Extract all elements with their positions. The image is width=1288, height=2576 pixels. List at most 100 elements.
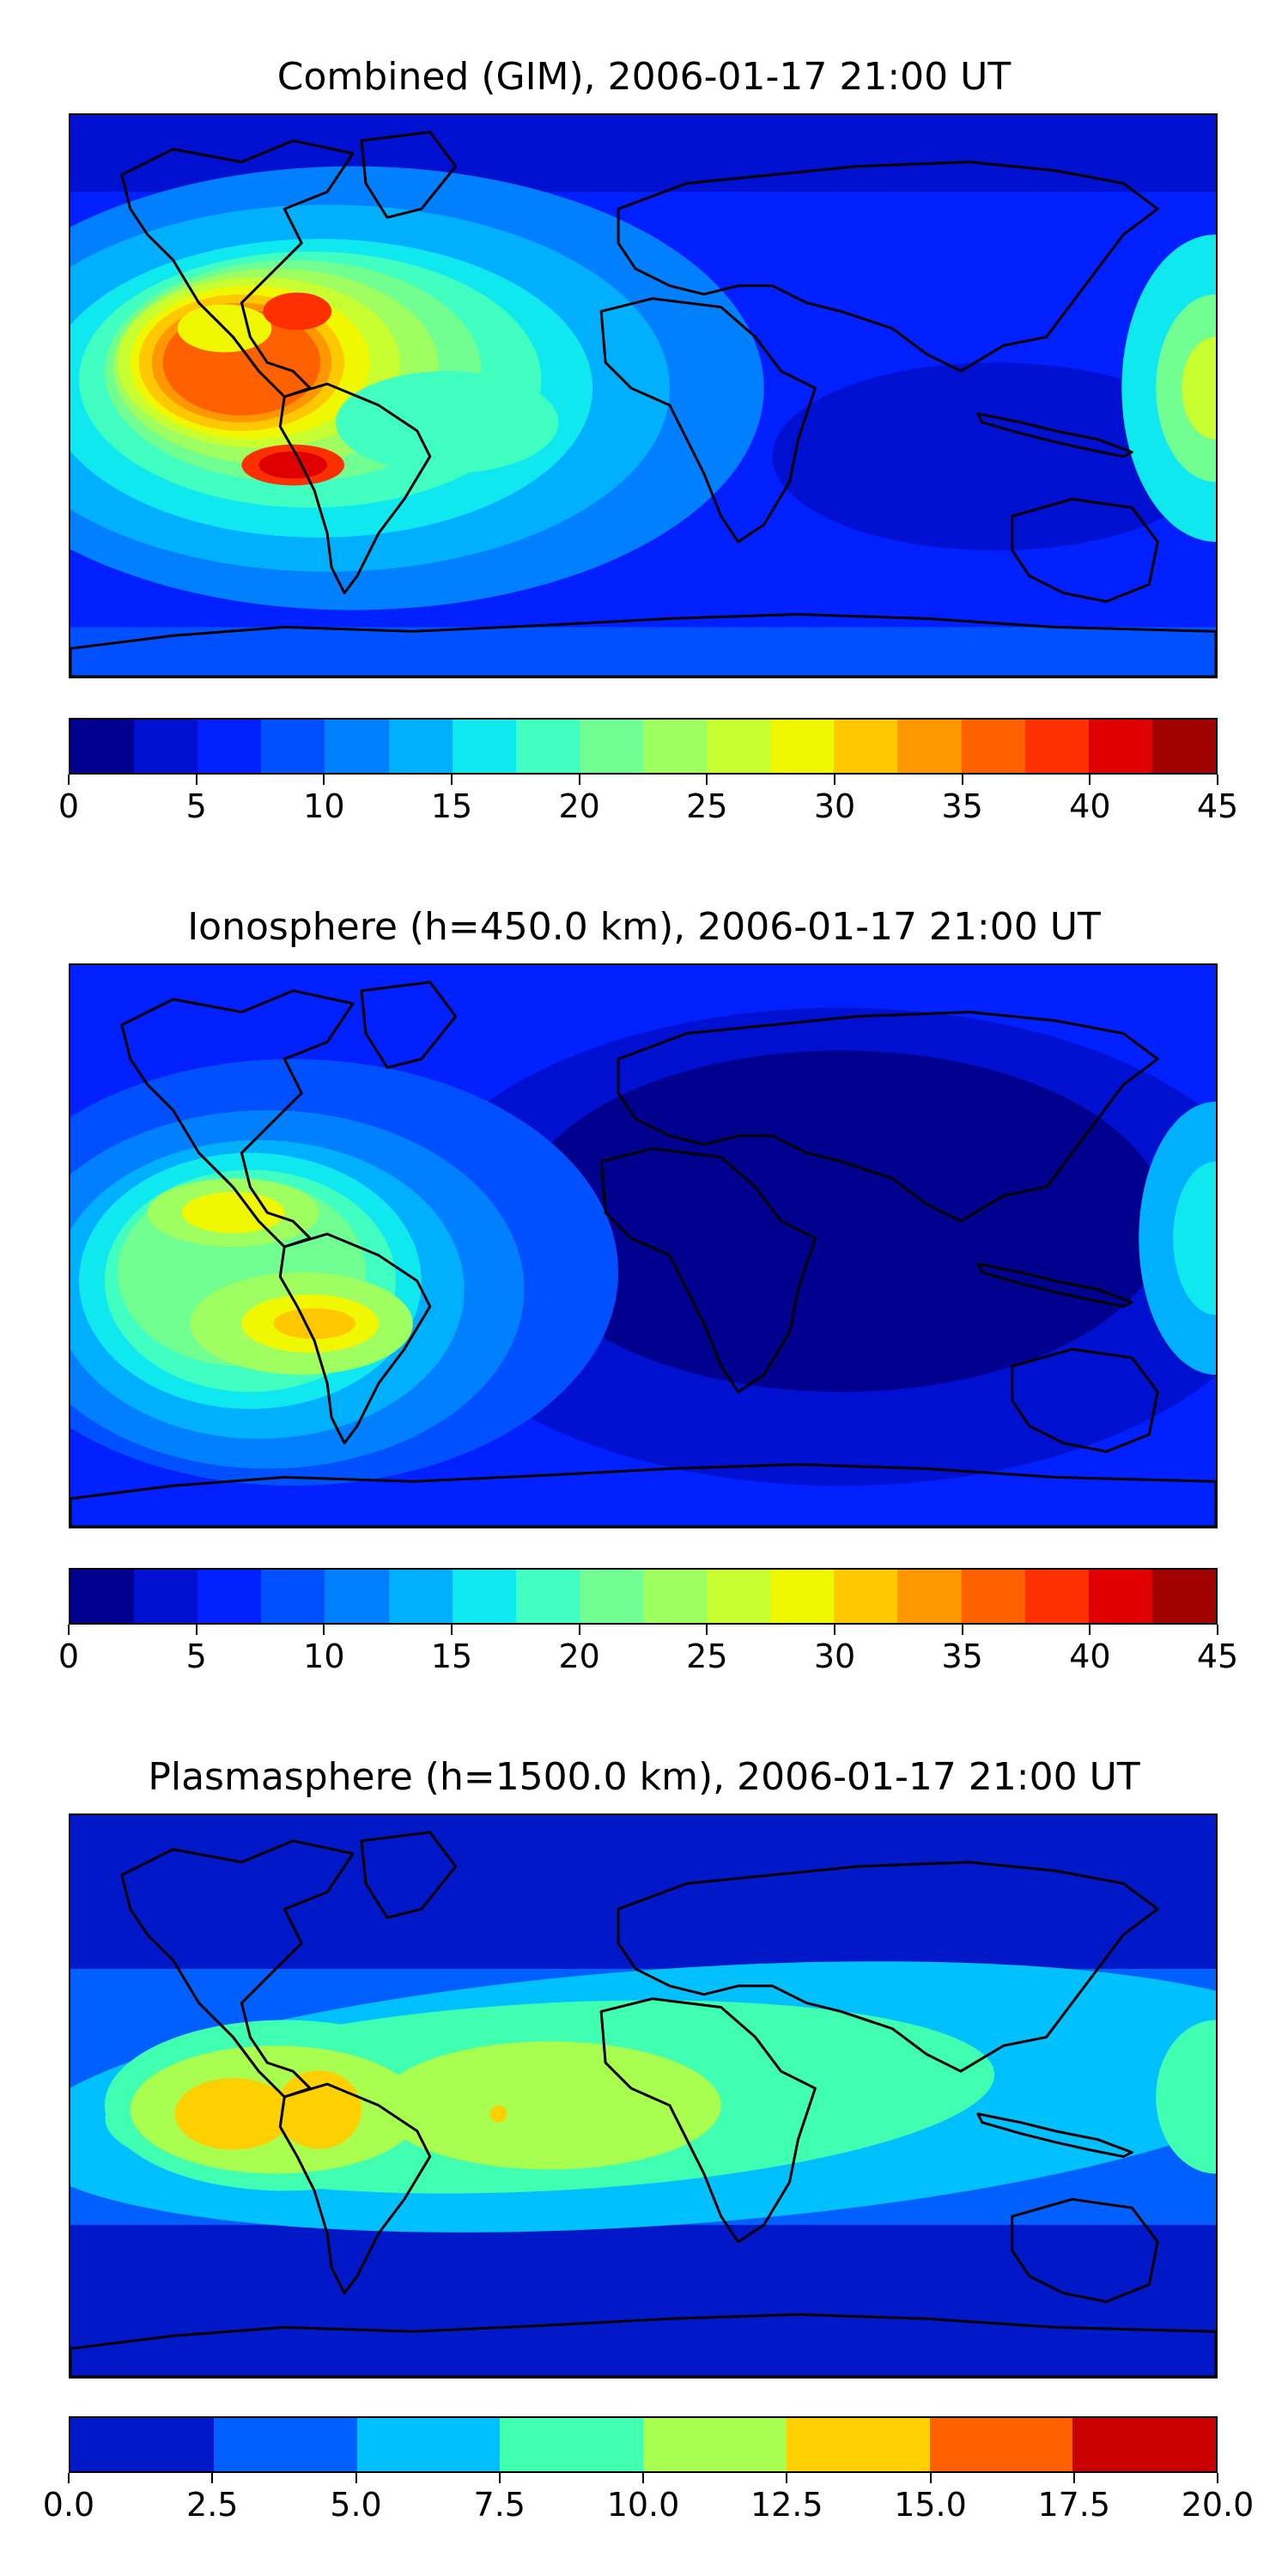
- colorbar-tick: [1089, 1625, 1091, 1635]
- panel-2-colorbar: [69, 1568, 1218, 1625]
- contour-region: [174, 2078, 292, 2150]
- panel-3-title: Plasmasphere (h=1500.0 km), 2006-01-17 2…: [148, 1755, 1140, 1799]
- colorbar-tick-label: 45: [1196, 787, 1239, 825]
- colorbar-tick: [451, 775, 453, 785]
- colorbar-segment: [388, 720, 453, 773]
- contour-region-south-america-belt: [378, 2041, 721, 2170]
- coastline: [120, 1839, 355, 2099]
- colorbar-segment: [261, 720, 325, 773]
- colorbar-segment: [197, 1570, 262, 1623]
- colorbar-tick: [961, 775, 963, 785]
- colorbar-tick: [355, 2473, 357, 2483]
- panel-2-map-svg: [70, 965, 1216, 1527]
- colorbar-tick-label: 15: [430, 1637, 473, 1675]
- colorbar-segment: [356, 2418, 501, 2471]
- colorbar-tick: [195, 775, 197, 785]
- colorbar-tick: [323, 775, 325, 785]
- colorbar-segment: [213, 2418, 357, 2471]
- colorbar-segment: [643, 2418, 787, 2471]
- colorbar-tick-label: 40: [1069, 787, 1111, 825]
- colorbar-segment: [707, 720, 771, 773]
- coastline: [1011, 1347, 1159, 1454]
- colorbar-tick: [1217, 775, 1218, 785]
- colorbar-tick: [68, 2473, 70, 2483]
- colorbar-segment: [929, 2418, 1073, 2471]
- colorbar-tick-label: 0: [58, 1637, 80, 1675]
- contour-region: [258, 451, 328, 479]
- contour-region: [489, 2105, 507, 2123]
- colorbar-segment: [1024, 1570, 1089, 1623]
- colorbar-tick-label: 5.0: [330, 2486, 382, 2524]
- colorbar-tick: [1217, 2473, 1218, 2483]
- coastline: [70, 2312, 1216, 2377]
- colorbar-tick: [642, 2473, 644, 2483]
- coastline: [599, 1997, 817, 2244]
- colorbar-segment: [325, 1570, 389, 1623]
- coastline: [599, 1147, 817, 1394]
- panel-2-map: [69, 963, 1218, 1528]
- colorbar-tick: [451, 1625, 453, 1635]
- colorbar-segment: [642, 720, 708, 773]
- panel-2-title: Ionosphere (h=450.0 km), 2006-01-17 21:0…: [187, 905, 1101, 949]
- colorbar-segment: [834, 1570, 898, 1623]
- colorbar-tick: [1072, 2473, 1075, 2483]
- coastline: [1011, 2197, 1159, 2304]
- coastline: [120, 989, 355, 1249]
- colorbar-segment: [325, 720, 389, 773]
- coastline: [360, 1831, 458, 1919]
- colorbar-tick-label: 20: [558, 1637, 600, 1675]
- contour-region-south-america: [336, 371, 559, 474]
- colorbar-tick: [578, 775, 580, 785]
- colorbar-segment: [897, 720, 962, 773]
- colorbar-tick: [323, 1625, 325, 1635]
- coastline: [360, 131, 458, 219]
- colorbar-segment: [452, 1570, 516, 1623]
- colorbar-tick-label: 0: [58, 787, 80, 825]
- coastline: [70, 1462, 1216, 1527]
- colorbar-tick: [706, 775, 708, 785]
- panel-3-colorbar: [69, 2416, 1218, 2473]
- colorbar-tick: [1089, 775, 1091, 785]
- colorbar-tick-label: 15.0: [894, 2486, 967, 2524]
- colorbar-segment: [1088, 1570, 1152, 1623]
- colorbar-tick: [834, 775, 835, 785]
- colorbar-segment: [197, 720, 262, 773]
- colorbar-segment: [388, 1570, 453, 1623]
- colorbar-tick-label: 5: [185, 1637, 207, 1675]
- coastline: [1011, 497, 1159, 604]
- colorbar-segment: [579, 720, 643, 773]
- colorbar-segment: [134, 1570, 198, 1623]
- colorbar-tick: [786, 2473, 788, 2483]
- colorbar-tick-label: 20: [558, 787, 600, 825]
- panel-1-colorbar: [69, 718, 1218, 775]
- colorbar-segment: [834, 720, 898, 773]
- coastline: [278, 382, 432, 595]
- colorbar-segment: [961, 1570, 1025, 1623]
- colorbar-segment: [1072, 2418, 1216, 2471]
- colorbar-tick-label: 25: [686, 1637, 728, 1675]
- colorbar-tick: [211, 2473, 214, 2483]
- contour-region: [1173, 1161, 1216, 1315]
- colorbar-tick-label: 35: [941, 1637, 983, 1675]
- coastline: [976, 2112, 1133, 2159]
- colorbar-segment: [707, 1570, 771, 1623]
- colorbar-tick-label: 15: [430, 787, 473, 825]
- colorbar-tick-label: 30: [813, 1637, 856, 1675]
- colorbar-tick-label: 45: [1196, 1637, 1239, 1675]
- contour-region-west-pacific: [1156, 2020, 1216, 2174]
- panel-1-map: [69, 113, 1218, 678]
- colorbar-tick: [68, 775, 70, 785]
- colorbar-segment: [770, 720, 835, 773]
- colorbar-segment: [786, 2418, 930, 2471]
- coastline: [278, 1232, 432, 1445]
- coastline: [976, 1262, 1133, 1309]
- coastline: [599, 297, 817, 544]
- colorbar-tick-label: 10: [303, 787, 345, 825]
- colorbar-segment: [1024, 720, 1089, 773]
- colorbar-segment: [515, 1570, 580, 1623]
- coastline: [976, 412, 1133, 459]
- coastline: [617, 161, 1159, 373]
- panel-1-title: Combined (GIM), 2006-01-17 21:00 UT: [276, 55, 1012, 99]
- colorbar-tick-label: 30: [813, 787, 856, 825]
- colorbar-segment: [1151, 1570, 1216, 1623]
